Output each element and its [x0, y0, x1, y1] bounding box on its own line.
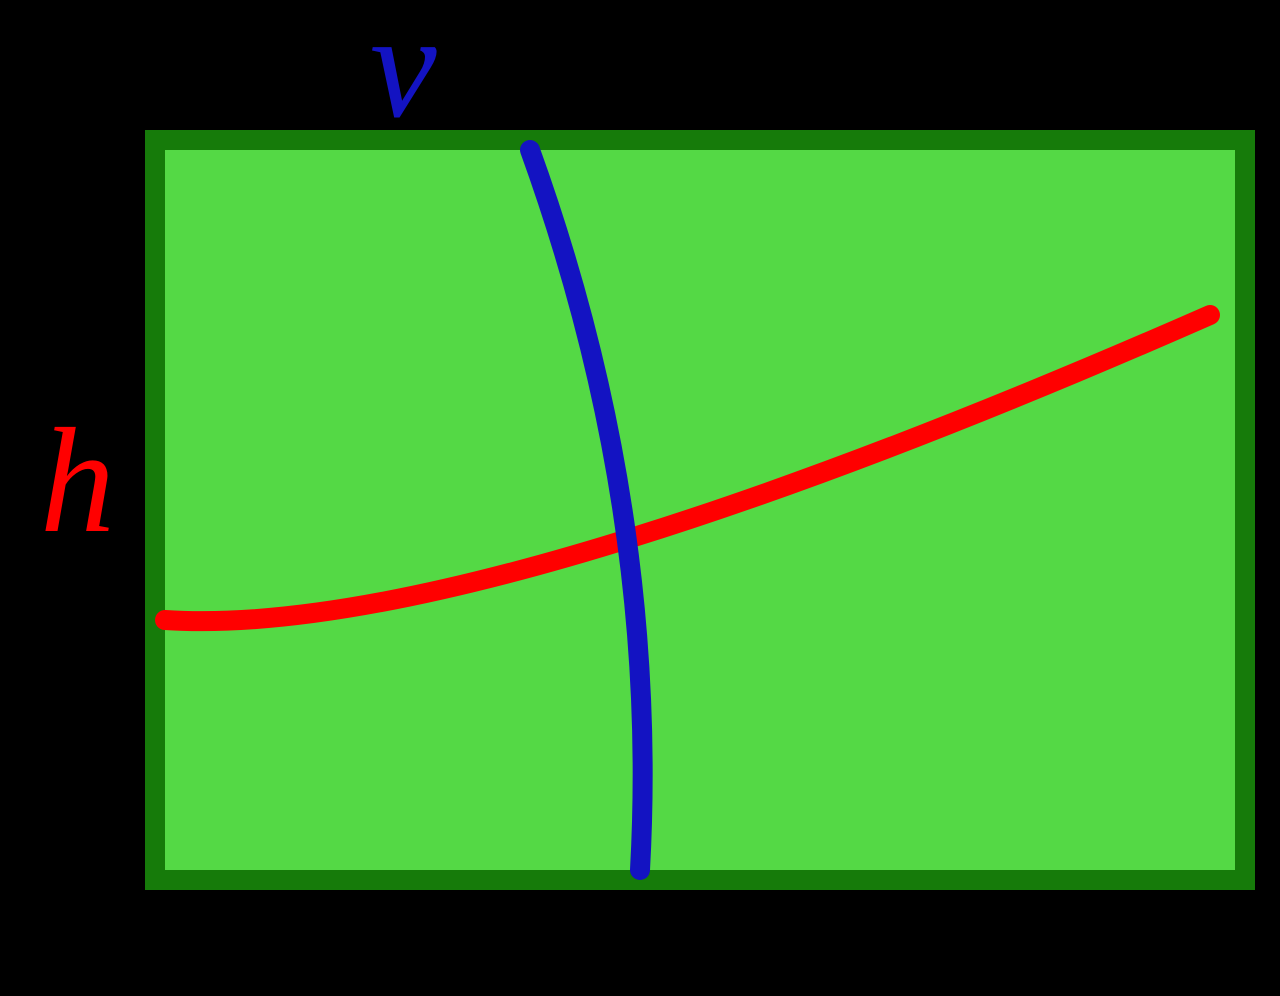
label-v: v [370, 0, 437, 152]
label-h: h [40, 395, 115, 567]
diagram-svg [0, 0, 1280, 996]
diagram-canvas: v h [0, 0, 1280, 996]
